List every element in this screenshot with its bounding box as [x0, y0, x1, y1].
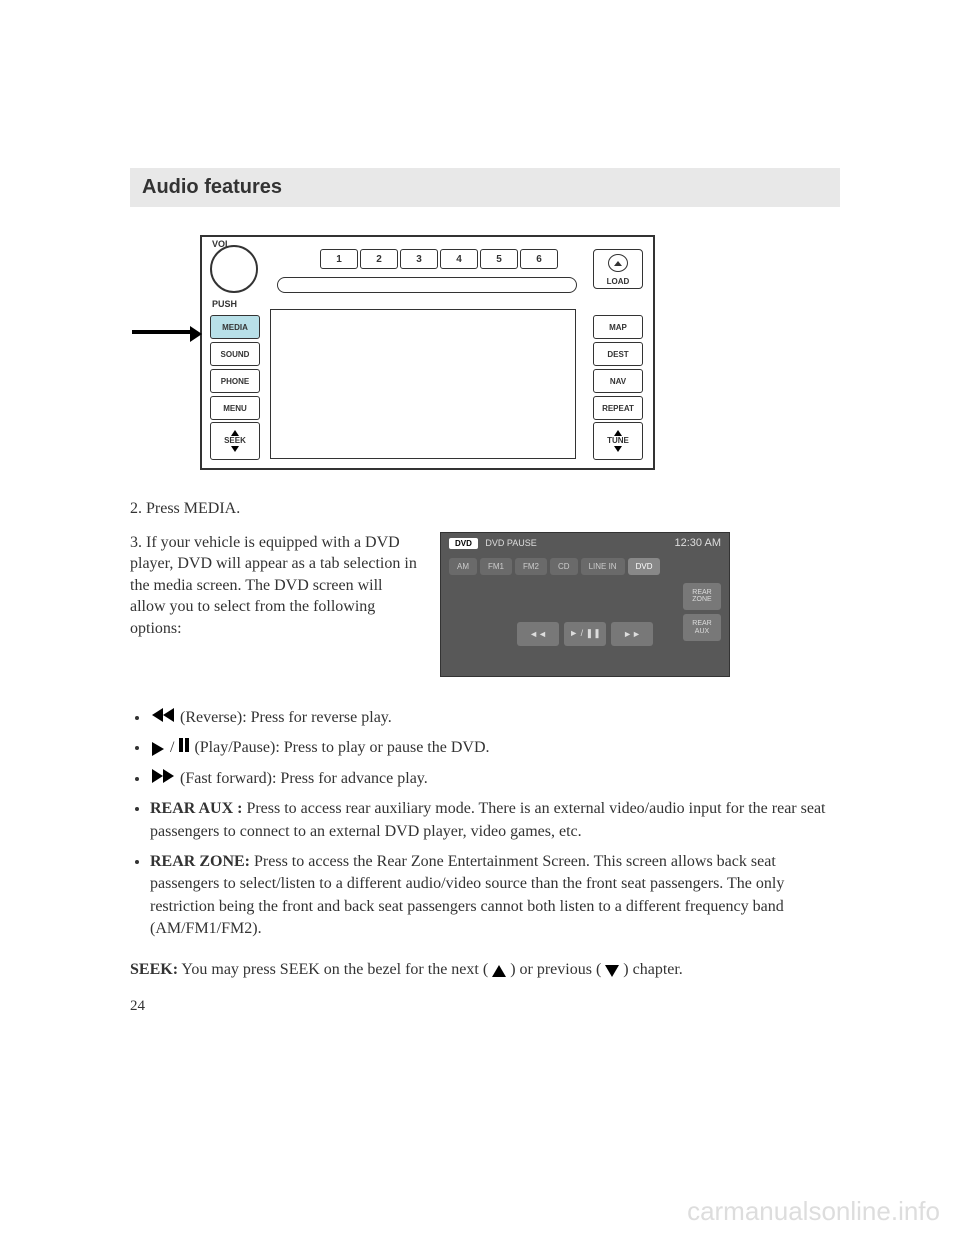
- nav-screen: [270, 309, 576, 459]
- preset-2: 2: [360, 249, 398, 269]
- step-3-text: 3. If your vehicle is equipped with a DV…: [130, 532, 420, 677]
- bullet-reverse: (Reverse): Press for reverse play.: [150, 707, 830, 730]
- play-icon: [152, 737, 164, 759]
- options-list: (Reverse): Press for reverse play. / (Pl…: [130, 707, 830, 941]
- map-button: MAP: [593, 315, 643, 339]
- sound-button: SOUND: [210, 342, 260, 366]
- dvd-badge: DVD: [449, 538, 478, 549]
- reverse-desc: (Reverse): Press for reverse play.: [180, 709, 392, 726]
- rear-aux-btn: REAR AUX: [683, 614, 721, 641]
- nav-button: NAV: [593, 369, 643, 393]
- ff-desc: (Fast forward): Press for advance play.: [180, 770, 428, 787]
- load-eject-button: LOAD: [593, 249, 643, 289]
- playpause-desc: (Play/Pause): Press to play or pause the…: [194, 739, 489, 756]
- preset-6: 6: [520, 249, 558, 269]
- left-button-column: MEDIA SOUND PHONE MENU: [210, 315, 260, 420]
- dvd-tabs: AM FM1 FM2 CD LINE IN DVD: [449, 558, 660, 575]
- seek-text-mid: ) or previous (: [506, 961, 601, 978]
- volume-knob: [210, 245, 258, 293]
- media-button: MEDIA: [210, 315, 260, 339]
- page-number: 24: [130, 998, 830, 1015]
- push-label: PUSH: [212, 299, 237, 309]
- preset-1: 1: [320, 249, 358, 269]
- play-pause-btn: ► / ❚❚: [564, 622, 606, 646]
- seek-label-bold: SEEK:: [130, 961, 178, 978]
- preset-5: 5: [480, 249, 518, 269]
- rear-aux-desc: Press to access rear auxiliary mode. The…: [150, 800, 826, 839]
- tab-cd: CD: [550, 558, 578, 575]
- bullet-rear-aux: REAR AUX : Press to access rear auxiliar…: [150, 798, 830, 843]
- pointer-arrow: [132, 332, 202, 334]
- down-arrow-icon: [614, 446, 622, 452]
- dvd-screen-screenshot: DVD DVD PAUSE 12:30 AM AM FM1 FM2 CD LIN…: [440, 532, 730, 677]
- pause-icon: [178, 737, 190, 759]
- bullet-play-pause: / (Play/Pause): Press to play or pause t…: [150, 737, 830, 760]
- bullet-rear-zone: REAR ZONE: Press to access the Rear Zone…: [150, 851, 830, 941]
- tune-label: TUNE: [607, 437, 629, 445]
- bullet-fast-forward: (Fast forward): Press for advance play.: [150, 768, 830, 791]
- down-arrow-icon: [231, 446, 239, 452]
- seek-button: SEEK: [210, 422, 260, 460]
- step-2-text: 2. Press MEDIA.: [130, 498, 830, 520]
- rewind-btn: ◄◄: [517, 622, 559, 646]
- repeat-button: REPEAT: [593, 396, 643, 420]
- ff-btn: ►►: [611, 622, 653, 646]
- up-triangle-icon: [492, 965, 506, 977]
- dest-button: DEST: [593, 342, 643, 366]
- down-triangle-icon: [605, 965, 619, 977]
- radio-head-unit-diagram: VOL PUSH 1 2 3 4 5 6 LOAD MEDIA SOUND PH…: [200, 235, 655, 470]
- tune-button: TUNE: [593, 422, 643, 460]
- dvd-transport: ◄◄ ► / ❚❚ ►►: [517, 622, 653, 646]
- seek-label: SEEK: [224, 437, 246, 445]
- dvd-clock: 12:30 AM: [675, 537, 721, 549]
- fast-forward-icon: [152, 768, 174, 790]
- tab-dvd: DVD: [628, 558, 661, 575]
- eject-icon: [608, 254, 628, 272]
- rear-aux-label: REAR AUX :: [150, 800, 242, 817]
- dvd-status: DVD PAUSE: [485, 538, 536, 548]
- section-header: Audio features: [130, 168, 840, 207]
- tab-fm2: FM2: [515, 558, 547, 575]
- rewind-icon: [152, 707, 174, 729]
- tab-am: AM: [449, 558, 477, 575]
- preset-3: 3: [400, 249, 438, 269]
- rear-zone-btn: REAR ZONE: [683, 583, 721, 610]
- menu-button: MENU: [210, 396, 260, 420]
- preset-row: 1 2 3 4 5 6: [320, 249, 558, 269]
- seek-text-end: ) chapter.: [619, 961, 683, 978]
- rear-zone-label: REAR ZONE:: [150, 853, 250, 870]
- watermark: carmanualsonline.info: [687, 1196, 940, 1227]
- cd-slot: [277, 277, 577, 293]
- phone-button: PHONE: [210, 369, 260, 393]
- seek-text-pre: You may press SEEK on the bezel for the …: [178, 961, 488, 978]
- right-button-column: MAP DEST NAV REPEAT: [593, 315, 643, 420]
- load-label: LOAD: [607, 277, 630, 286]
- preset-4: 4: [440, 249, 478, 269]
- tab-linein: LINE IN: [581, 558, 625, 575]
- tab-fm1: FM1: [480, 558, 512, 575]
- seek-paragraph: SEEK: You may press SEEK on the bezel fo…: [130, 956, 830, 983]
